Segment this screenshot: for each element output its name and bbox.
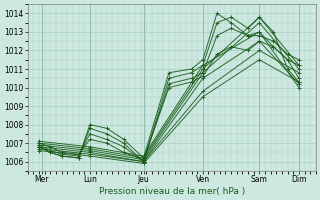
X-axis label: Pression niveau de la mer( hPa ): Pression niveau de la mer( hPa ) bbox=[99, 187, 245, 196]
